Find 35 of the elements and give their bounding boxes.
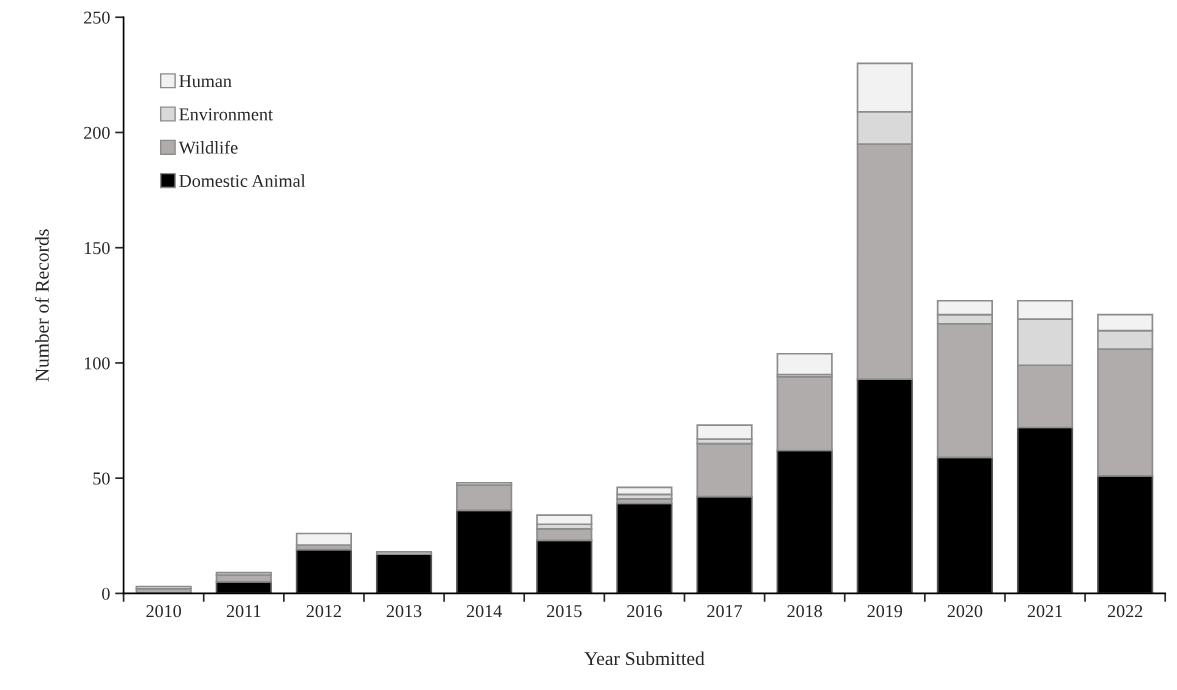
legend-label: Wildlife [178, 140, 238, 154]
bar [135, 585, 192, 590]
x-tick-label: 2021 [1027, 605, 1063, 618]
legend-label: Environment [179, 108, 273, 121]
y-tick-label: 50 [93, 472, 110, 485]
y-tick-label: 250 [84, 11, 110, 24]
y-tick-label: 100 [84, 357, 110, 370]
x-tick-label: 2014 [466, 605, 502, 618]
x-tick-label: 2016 [627, 605, 662, 618]
y-tick-label: 150 [84, 241, 110, 255]
bar [375, 551, 433, 556]
x-tick-label: 2019 [867, 605, 903, 618]
x-tick-label: 2015 [547, 605, 582, 618]
x-tick-label: 2022 [1107, 605, 1143, 618]
bar [696, 424, 753, 440]
x-tick-label: 2017 [707, 605, 743, 618]
x-tick-label: 2011 [226, 605, 261, 618]
x-tick-label: 2010 [146, 605, 182, 618]
bar [776, 375, 833, 452]
x-axis-title: Year Submitted [584, 651, 705, 666]
bar [776, 352, 833, 376]
bar [295, 532, 352, 546]
legend-label: Domestic Animal [179, 174, 306, 188]
y-axis-title: Number of Records [34, 229, 49, 382]
x-tick-label: 2018 [787, 605, 823, 618]
bar [616, 486, 673, 496]
legend-label: Human [179, 75, 232, 88]
bar [696, 442, 753, 498]
x-tick-label: 2013 [386, 605, 422, 618]
y-tick-label: 0 [102, 587, 110, 600]
y-tick-label: 200 [84, 126, 110, 139]
x-tick-label: 2012 [306, 605, 341, 618]
bar [536, 514, 593, 526]
bar [456, 484, 513, 512]
x-tick-label: 2020 [947, 605, 983, 618]
